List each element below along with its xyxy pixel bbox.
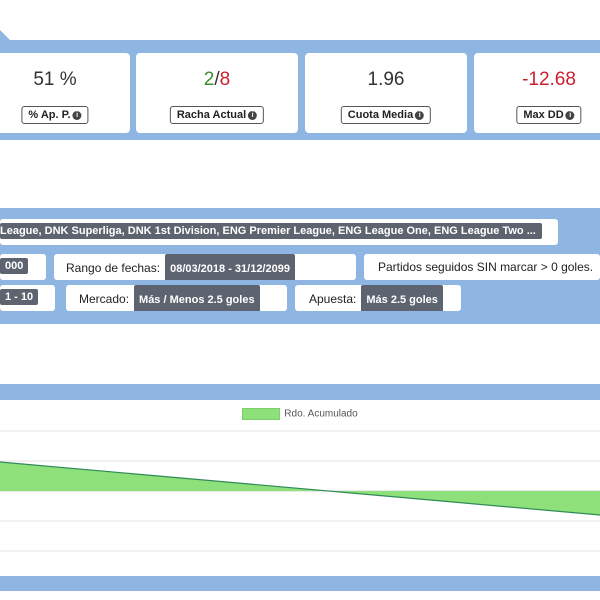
racha-wins: 2 xyxy=(203,69,215,90)
cumulative-chart: Rdo. Acumulado xyxy=(0,400,600,576)
stat-card-cuota: 1.96 Cuota Media i xyxy=(305,53,467,133)
legend-swatch xyxy=(242,408,281,420)
market-value: Más / Menos 2.5 goles xyxy=(134,285,260,311)
stat-label-maxdd[interactable]: Max DD i xyxy=(516,106,582,124)
stats-panel: 51 % % Ap. P. i 2/8 Racha Actual i 1.96 Cu… xyxy=(0,40,600,140)
stat-card-racha: 2/8 Racha Actual i xyxy=(136,53,298,133)
filter-leagues[interactable]: League, DNK Superliga, DNK 1st Division,… xyxy=(0,219,558,245)
stat-label-cuota[interactable]: Cuota Media i xyxy=(340,106,432,124)
date-range-value: 08/03/2018 - 31/12/2099 xyxy=(165,254,295,280)
info-icon[interactable]: i xyxy=(415,110,425,120)
info-icon[interactable]: i xyxy=(72,110,82,120)
chart-canvas xyxy=(0,430,600,552)
stat-value-ap: 51 % xyxy=(33,69,77,90)
filters-panel: League, DNK Superliga, DNK 1st Division,… xyxy=(0,208,600,324)
bet-value: Más 2.5 goles xyxy=(361,285,443,311)
stat-card-ap: 51 % % Ap. P. i xyxy=(0,53,130,133)
stat-label-racha[interactable]: Racha Actual i xyxy=(169,106,265,124)
leagues-value: League, DNK Superliga, DNK 1st Division,… xyxy=(0,223,542,239)
stat-value-cuota: 1.96 xyxy=(367,69,405,90)
filter-partial-2[interactable]: 1 - 10 xyxy=(0,285,55,311)
stat-label-racha-text: Racha Actual xyxy=(176,109,247,121)
series-line xyxy=(0,461,600,516)
filter-bet[interactable]: Apuesta: Más 2.5 goles xyxy=(295,285,461,311)
market-label: Mercado: xyxy=(79,292,130,306)
section-corner-notch xyxy=(0,30,10,40)
filter-scoreless[interactable]: Partidos seguidos SIN marcar > 0 goles. xyxy=(364,254,600,280)
filter-partial-1-value: 000 xyxy=(0,258,29,274)
stat-value-racha: 2/8 xyxy=(136,69,298,91)
info-icon[interactable]: i xyxy=(248,110,258,120)
bet-label: Apuesta: xyxy=(309,292,357,306)
legend-label: Rdo. Acumulado xyxy=(284,408,358,420)
scoreless-label: Partidos seguidos SIN marcar > 0 goles. xyxy=(378,260,594,274)
filter-date-range[interactable]: Rango de fechas: 08/03/2018 - 31/12/2099 xyxy=(54,254,356,280)
filter-market[interactable]: Mercado: Más / Menos 2.5 goles xyxy=(66,285,287,311)
stat-card-maxdd: -12.68 Max DD i xyxy=(474,53,600,133)
racha-losses: 8 xyxy=(219,69,231,90)
filter-partial-1[interactable]: 000 xyxy=(0,254,46,280)
date-range-label: Rango de fechas: xyxy=(66,261,161,275)
filter-partial-2-value: 1 - 10 xyxy=(0,289,39,305)
chart-legend[interactable]: Rdo. Acumulado xyxy=(0,408,600,420)
stat-label-ap-text: % Ap. P. xyxy=(28,109,71,121)
chart-panel: Rdo. Acumulado xyxy=(0,384,600,591)
stat-label-maxdd-text: Max DD xyxy=(523,109,564,121)
racha-separator: / xyxy=(214,69,220,90)
info-icon[interactable]: i xyxy=(565,110,575,120)
stat-value-maxdd: -12.68 xyxy=(522,69,576,90)
stat-label-ap[interactable]: % Ap. P. i xyxy=(21,106,89,124)
stat-label-cuota-text: Cuota Media xyxy=(347,109,414,121)
